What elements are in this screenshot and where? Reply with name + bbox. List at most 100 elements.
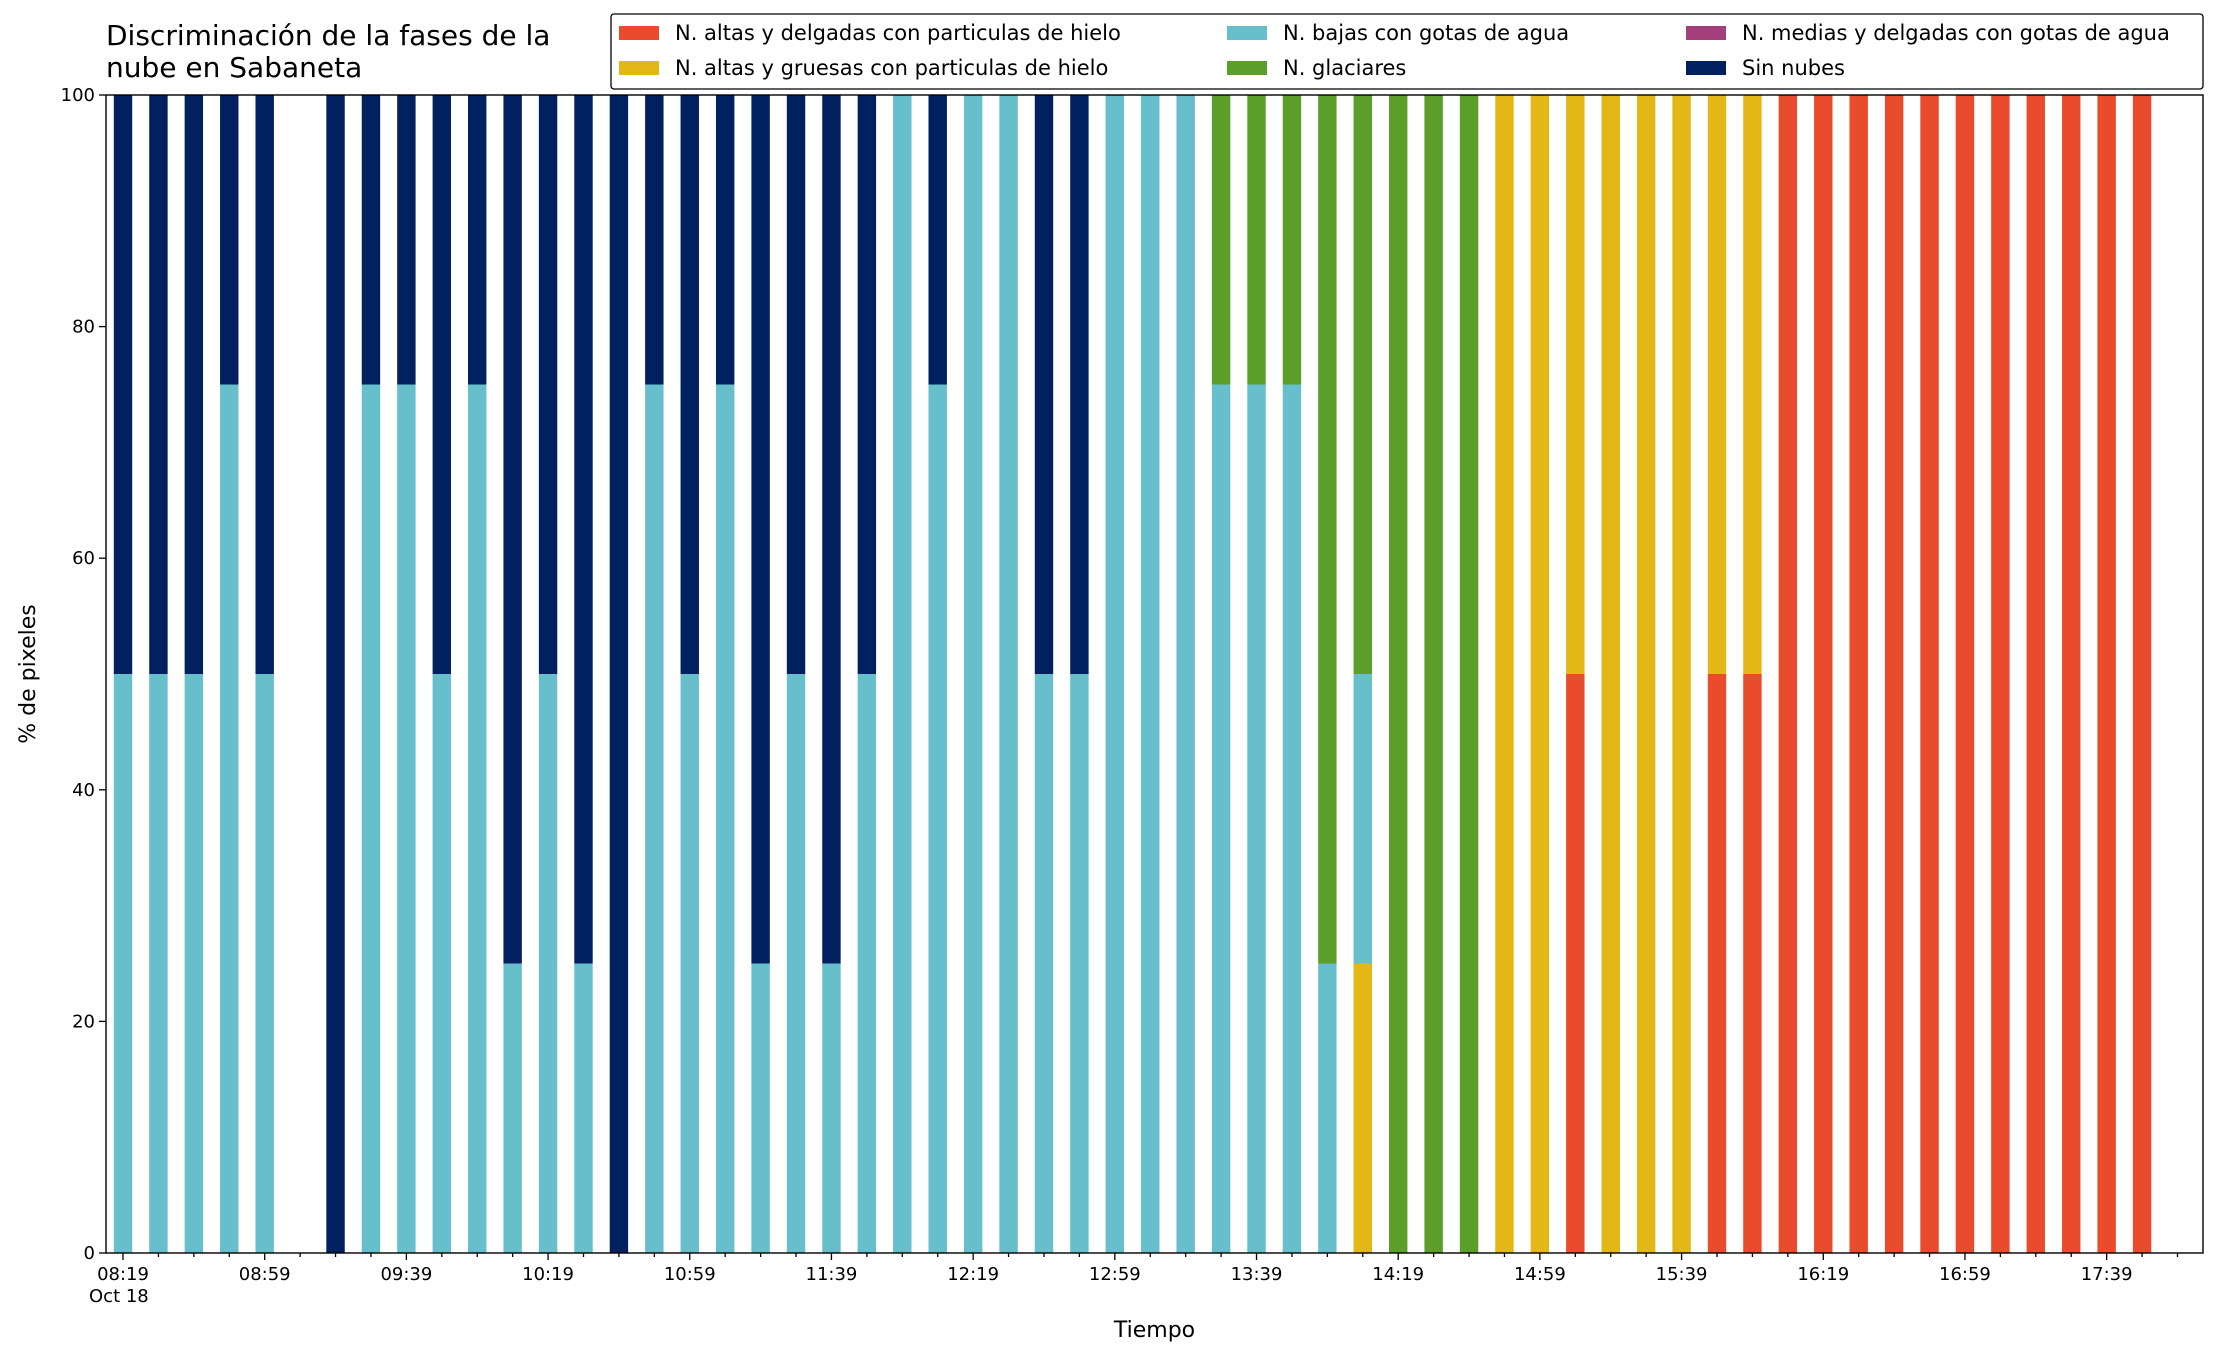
x-tick-label: 14:19 bbox=[1372, 1264, 1424, 1285]
bar-segment bbox=[822, 95, 841, 964]
bar-segment bbox=[715, 95, 735, 385]
bar-segment bbox=[1566, 674, 1585, 1253]
bar-segment bbox=[1247, 95, 1266, 385]
bar-segment bbox=[1920, 95, 1939, 1253]
bar-segment bbox=[184, 95, 204, 674]
y-axis-label: % de pixeles bbox=[16, 604, 41, 743]
x-axis-label: Tiempo bbox=[1113, 1318, 1195, 1343]
legend-label: N. bajas con gotas de agua bbox=[1283, 21, 1569, 45]
legend-label: N. altas y gruesas con particulas de hie… bbox=[675, 56, 1108, 80]
bar-segment bbox=[680, 674, 699, 1253]
plot-frame bbox=[105, 94, 2204, 1254]
x-tick-label: 16:19 bbox=[1797, 1264, 1849, 1285]
x-tick-label: 14:59 bbox=[1514, 1264, 1566, 1285]
bar-segment bbox=[184, 674, 204, 1253]
bar-segment bbox=[928, 95, 947, 385]
bar-segment bbox=[503, 963, 522, 1253]
bar-segment bbox=[751, 95, 770, 964]
legend-swatch bbox=[1227, 26, 1267, 40]
y-tick-label: 60 bbox=[72, 548, 95, 569]
bar-segment bbox=[397, 384, 416, 1253]
x-tick-label: 08:59 bbox=[239, 1264, 291, 1285]
legend-swatch bbox=[619, 26, 659, 40]
bar-segment bbox=[538, 95, 558, 674]
bar-segment bbox=[609, 95, 629, 1253]
bar-segment bbox=[432, 95, 452, 674]
x-tick-label: 12:59 bbox=[1089, 1264, 1141, 1285]
bar-segment bbox=[1955, 95, 1975, 1253]
bar-segment bbox=[1318, 95, 1337, 964]
y-tick-label: 0 bbox=[84, 1243, 95, 1264]
bar-segment bbox=[1034, 95, 1054, 674]
bar-segment bbox=[1707, 95, 1727, 674]
bar-segment bbox=[893, 95, 912, 1253]
bar-segment bbox=[361, 384, 381, 1253]
bar-segment bbox=[1353, 674, 1372, 964]
bar-segment bbox=[574, 95, 593, 964]
bar-segment bbox=[1566, 95, 1585, 674]
bar-segment bbox=[538, 674, 558, 1253]
legend-label: N. medias y delgadas con gotas de agua bbox=[1742, 21, 2170, 45]
x-tick-label: 12:19 bbox=[947, 1264, 999, 1285]
bar-segment bbox=[1282, 95, 1302, 385]
bar-segment bbox=[715, 384, 735, 1253]
bar-segment bbox=[432, 674, 452, 1253]
x-tick-label: 13:39 bbox=[1231, 1264, 1283, 1285]
bar-segment bbox=[1070, 674, 1089, 1253]
bar-segment bbox=[149, 674, 168, 1253]
bar-segment bbox=[149, 95, 168, 674]
bar-segment bbox=[361, 95, 381, 385]
x-sublabel: Oct 18 bbox=[89, 1286, 149, 1307]
bar-segment bbox=[1211, 95, 1231, 385]
bar-segment bbox=[2132, 95, 2152, 1253]
bar-segment bbox=[1353, 963, 1372, 1253]
bar-segment bbox=[1459, 95, 1479, 1253]
bar-segment bbox=[645, 95, 664, 385]
legend-label: N. glaciares bbox=[1283, 56, 1406, 80]
bar-segment bbox=[857, 95, 877, 674]
chart-title: Discriminación de la fases de la nube en… bbox=[106, 19, 551, 84]
bar-segment bbox=[113, 95, 133, 674]
bar-segment bbox=[1743, 95, 1762, 674]
bar-segment bbox=[1743, 674, 1762, 1253]
bar-segment bbox=[1814, 95, 1833, 1253]
x-tick-label: 16:59 bbox=[1939, 1264, 1991, 1285]
bar-segment bbox=[1176, 95, 1195, 1253]
bar-segment bbox=[397, 95, 416, 385]
bar-segment bbox=[1353, 95, 1372, 674]
bar-segment bbox=[680, 95, 699, 674]
legend-label: N. altas y delgadas con particulas de hi… bbox=[675, 21, 1121, 45]
x-tick-label: 15:39 bbox=[1656, 1264, 1708, 1285]
x-tick-label: 08:19 bbox=[97, 1264, 149, 1285]
bar-segment bbox=[1707, 674, 1727, 1253]
bar-segment bbox=[1211, 384, 1231, 1253]
x-tick-label: 11:39 bbox=[806, 1264, 858, 1285]
bar-segment bbox=[468, 384, 487, 1253]
bar-segment bbox=[857, 674, 877, 1253]
bar-segment bbox=[1282, 384, 1302, 1253]
bar-segment bbox=[1530, 95, 1550, 1253]
bar-segment bbox=[1884, 95, 1904, 1253]
bar-segment bbox=[503, 95, 522, 964]
bar-segment bbox=[2097, 95, 2116, 1253]
x-tick-label: 10:19 bbox=[522, 1264, 574, 1285]
bar-segment bbox=[1318, 963, 1337, 1253]
bar-segment bbox=[113, 674, 133, 1253]
bar-segment bbox=[1636, 95, 1656, 1253]
bar-segment bbox=[1424, 95, 1443, 1253]
legend-swatch bbox=[1686, 61, 1726, 75]
y-tick-label: 20 bbox=[72, 1011, 95, 1032]
bar-segment bbox=[1388, 95, 1408, 1253]
legend-label: Sin nubes bbox=[1742, 56, 1845, 80]
bar-segment bbox=[1034, 674, 1054, 1253]
bar-segment bbox=[1105, 95, 1125, 1253]
bar-segment bbox=[1778, 95, 1798, 1253]
bar-segment bbox=[326, 95, 345, 1253]
bar-segment bbox=[1849, 95, 1868, 1253]
x-tick-label: 17:39 bbox=[2081, 1264, 2133, 1285]
bar-segment bbox=[928, 384, 947, 1253]
bar-segment bbox=[999, 95, 1018, 1253]
legend-swatch bbox=[619, 61, 659, 75]
